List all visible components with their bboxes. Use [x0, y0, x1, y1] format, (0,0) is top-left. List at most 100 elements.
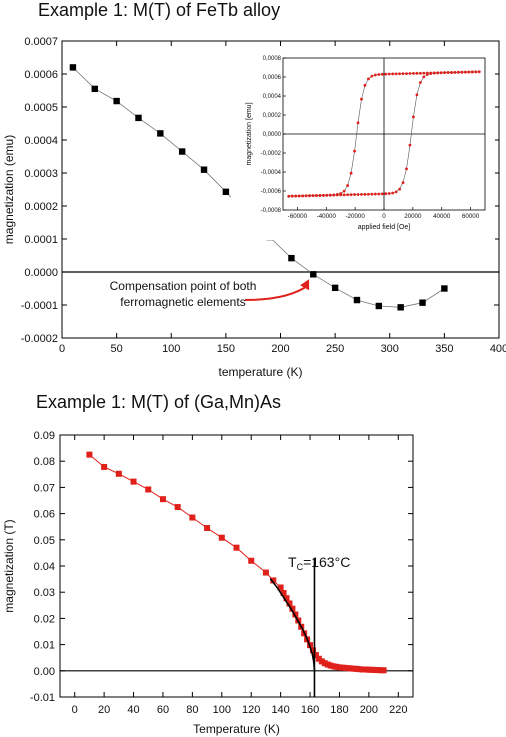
inset-loop-point: [391, 191, 395, 195]
inset-loop-point: [463, 70, 467, 74]
inset-loop-point: [425, 73, 429, 76]
inset-x-tick-label: 40000: [433, 213, 451, 220]
inset-loop-point: [387, 192, 391, 195]
inset-x-tick-label: 0: [382, 213, 386, 220]
chart1-annotation-arrow: [244, 284, 309, 301]
inset-loop-point: [401, 181, 405, 185]
chart2-data-point: [270, 577, 277, 584]
inset-loop-point: [287, 194, 291, 198]
chart1-y-tick-label: -0.0002: [21, 333, 58, 345]
chart2-tc-label: TC=163°C: [288, 554, 350, 572]
chart2-x-tick-label: 200: [360, 704, 378, 716]
chart1-data-point: [91, 85, 98, 93]
chart1-data-point: [222, 188, 230, 196]
chart1-data-point: [157, 130, 164, 137]
chart1-x-tick-label: 0: [59, 343, 65, 355]
inset-background: [231, 48, 495, 240]
inset-loop-point: [405, 167, 408, 171]
inset-loop-point: [349, 193, 353, 197]
chart2-frame: [59, 434, 414, 698]
inset-loop-point: [474, 70, 478, 74]
inset-loop-point: [387, 72, 391, 76]
inset-y-tick-label: -0,0002: [261, 151, 282, 157]
chart2-x-tick-label: 0: [72, 704, 78, 716]
chart1-data-point: [419, 299, 426, 306]
inset-loop-point: [412, 72, 415, 75]
chart1-data-point: [441, 285, 448, 292]
inset-loop-point: [342, 193, 346, 197]
chart2-data-point: [280, 589, 287, 596]
chart2-x-tick-label: 180: [330, 704, 348, 716]
inset-loop-point: [408, 143, 412, 147]
chart1-y-tick-label: -0.0001: [21, 300, 58, 312]
chart2-x-tick-label: 120: [242, 704, 260, 716]
inset-loop-point: [332, 193, 336, 197]
chart1-x-tick-label: 50: [111, 343, 123, 355]
inset-loop-point: [422, 71, 426, 75]
inset-loop-point: [318, 194, 322, 197]
inset-y-tick-label: 0,0004: [263, 94, 282, 100]
inset-x-tick-label: -60000: [288, 213, 308, 220]
inset-loop-point: [408, 72, 412, 75]
inset-loop-point: [450, 71, 453, 74]
inset-loop-point: [418, 81, 422, 84]
inset-loop-point: [346, 184, 350, 187]
chart2-x-tick-label: 40: [127, 704, 139, 716]
chart1-y-axis-label: magnetization (emu): [2, 135, 16, 244]
chart2-data-point: [159, 496, 166, 503]
inset-loop-point: [360, 193, 363, 196]
chart2-data-point: [218, 534, 225, 541]
chart2-y-tick-label: 0.01: [34, 640, 55, 652]
chart1-y-tick-label: 0.0007: [24, 36, 58, 48]
inset-y-tick-label: 0,0002: [263, 113, 282, 119]
chart2-data-point: [145, 486, 152, 493]
chart1-title: Example 1: M(T) of FeTb alloy: [38, 0, 281, 20]
chart2-x-tick-label: 220: [389, 704, 407, 716]
chart1-y-tick-label: 0.0001: [24, 234, 58, 246]
inset-loop-point: [470, 70, 474, 74]
inset-loop-point: [384, 192, 388, 196]
inset-loop-point: [367, 77, 370, 81]
chart1-y-tick-label: 0.0002: [24, 201, 58, 213]
chart1-x-tick-label: 250: [326, 343, 344, 355]
chart1-y-tick-label: 0.0006: [24, 69, 58, 81]
inset-loop-point: [349, 171, 353, 175]
chart1-data-point: [397, 304, 404, 311]
chart1-x-tick-label: 350: [435, 343, 453, 355]
chart2-data-point: [309, 647, 316, 654]
chart2-title: Example 1: M(T) of (Ga,Mn)As: [36, 392, 282, 412]
inset-loop-point: [398, 72, 401, 76]
inset-loop-point: [363, 192, 367, 196]
chart1-data-point: [69, 64, 77, 71]
chart2-y-axis-label: magnetization (T): [2, 519, 16, 612]
chart2-y-tick-label: 0.05: [34, 535, 55, 547]
chart2-x-tick-label: 140: [271, 704, 289, 716]
chart1-y-tick-label: 0.0005: [24, 102, 58, 114]
inset-loop-point: [453, 70, 457, 74]
chart2-x-tick-label: 60: [157, 704, 169, 716]
chart2-y-tick-label: 0.06: [34, 509, 55, 521]
chart2-data-point: [189, 514, 196, 521]
inset-loop-point: [367, 192, 370, 196]
inset-loop-point: [370, 192, 374, 196]
chart1-annotation-line2: ferromagnetic elements: [120, 295, 245, 309]
inset-loop-point: [328, 193, 332, 197]
inset-x-tick-label: 20000: [404, 213, 422, 220]
chart1-data-point: [113, 97, 120, 105]
inset-loop-point: [394, 72, 398, 76]
inset-loop-point: [415, 71, 419, 75]
inset-loop-point: [418, 71, 422, 75]
inset-loop-point: [315, 194, 318, 197]
inset-loop-point: [401, 72, 405, 76]
inset-loop-point: [415, 93, 419, 97]
inset-loop-point: [467, 70, 471, 74]
inset-loop-point: [477, 70, 481, 74]
chart2-data-point: [86, 451, 93, 458]
inset-x-tick-label: -20000: [346, 213, 366, 220]
chart2-data-point: [312, 652, 319, 659]
chart1-x-tick-label: 300: [381, 343, 399, 355]
chart2-data-point: [286, 600, 293, 607]
inset-loop-point: [356, 121, 360, 125]
inset-loop-point: [339, 193, 343, 197]
inset-loop-point: [370, 74, 374, 78]
